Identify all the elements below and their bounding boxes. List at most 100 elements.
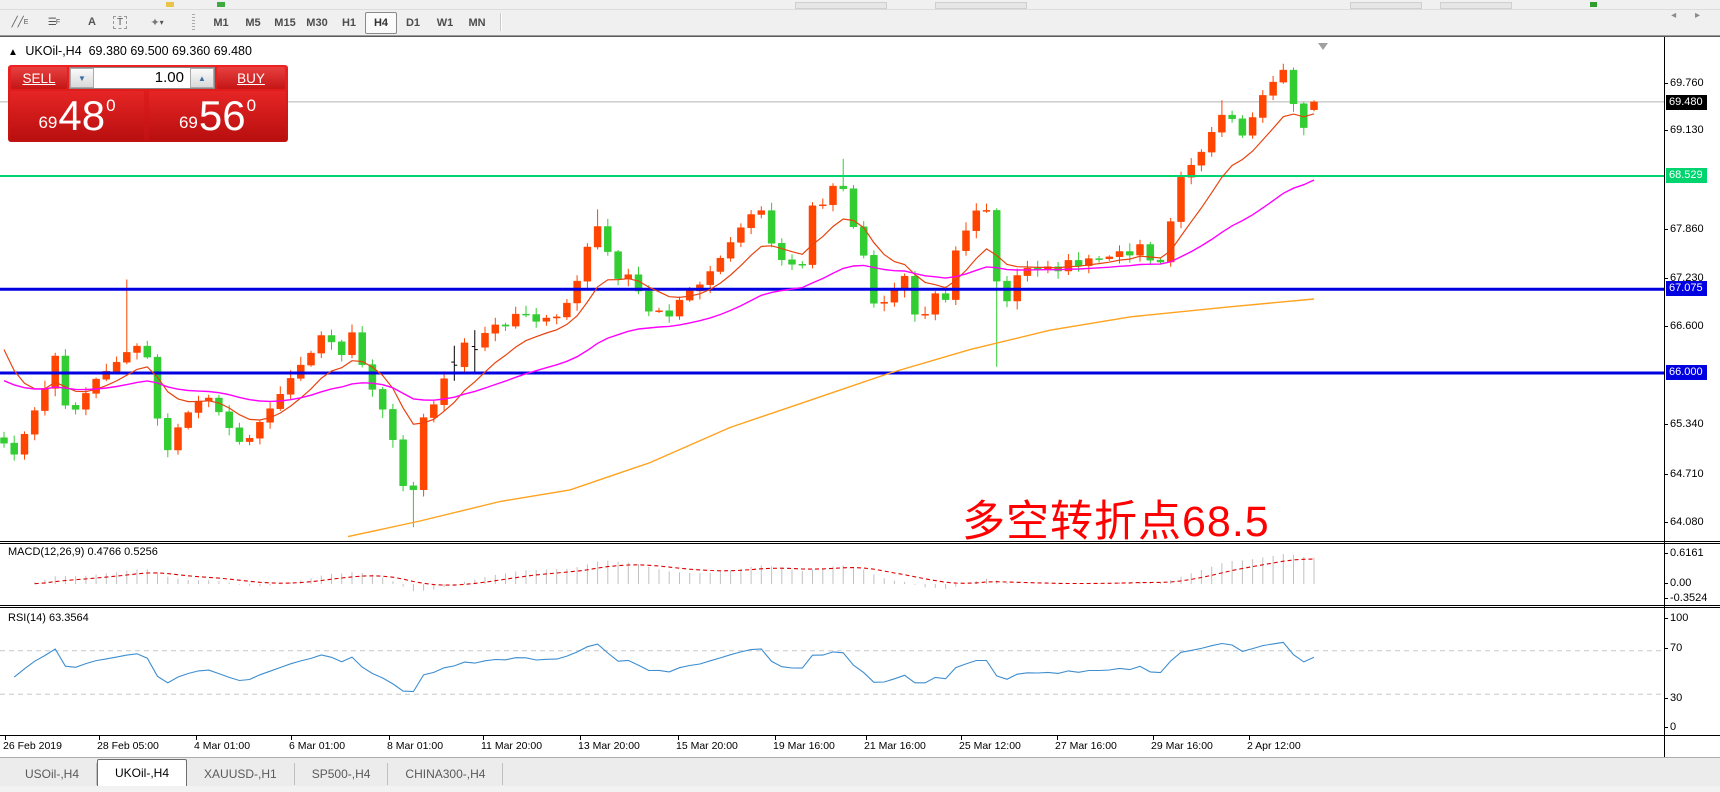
- toolbar-fragment-icon: [166, 2, 174, 7]
- symbol-tab-china300-h4[interactable]: CHINA300-,H4: [388, 763, 504, 785]
- toolbar-grip[interactable]: [192, 14, 195, 30]
- axis-tick: [678, 736, 679, 740]
- price-badge: 66.000: [1666, 365, 1707, 380]
- volume-stepper: ▼ 1.00 ▲: [69, 67, 215, 89]
- autoscroll-marker-icon[interactable]: [1318, 43, 1328, 50]
- axis-tick: [1249, 736, 1250, 740]
- ask-pips: 56: [198, 91, 246, 139]
- equidistant-channel-icon[interactable]: ╱╱ E: [11, 16, 29, 28]
- time-axis-label: 19 Mar 16:00: [773, 740, 835, 752]
- price-badge: 67.075: [1666, 281, 1707, 296]
- timeframe-button-mn[interactable]: MN: [468, 17, 486, 29]
- ask-prefix: 69: [178, 113, 198, 132]
- toolbar-fragment: [935, 2, 1027, 9]
- timeframe-button-w1[interactable]: W1: [436, 17, 454, 29]
- symbol-tab-sp500-h4[interactable]: SP500-,H4: [295, 763, 389, 785]
- text-label-icon[interactable]: T: [108, 12, 132, 32]
- axis-tick: [5, 736, 6, 740]
- price-axis-label: 70: [1670, 642, 1683, 654]
- bid-point: 0: [106, 96, 116, 115]
- panel-separator: [0, 543, 1720, 544]
- price-axis-label: 0.6161: [1670, 547, 1704, 559]
- price-axis-label: 69.130: [1670, 124, 1704, 136]
- volume-increase-button[interactable]: ▲: [190, 68, 214, 88]
- axis-tick: [99, 736, 100, 740]
- bid-price-button[interactable]: 69 48 0: [10, 91, 144, 140]
- axis-tick: [580, 736, 581, 740]
- axis-tick: [1664, 474, 1668, 475]
- toolbar-fragment-icon: [1590, 2, 1597, 7]
- axis-tick: [291, 736, 292, 740]
- price-axis-label: 66.600: [1670, 320, 1704, 332]
- symbol-timeframe: UKOil-,H4: [25, 44, 82, 58]
- price-badge: 68.529: [1666, 168, 1707, 183]
- time-axis-label: 11 Mar 20:00: [481, 740, 543, 752]
- symbol-tab-usoil-h4[interactable]: USOil-,H4: [8, 763, 98, 785]
- timeframe-button-h4[interactable]: H4: [365, 12, 397, 34]
- axis-tick: [196, 736, 197, 740]
- volume-decrease-button[interactable]: ▼: [70, 68, 94, 88]
- axis-tick: [1664, 130, 1668, 131]
- time-axis-label: 29 Mar 16:00: [1151, 740, 1213, 752]
- panel-separator: [0, 607, 1720, 608]
- symbol-tab-xauusd-h1[interactable]: XAUUSD-,H1: [187, 763, 295, 785]
- text-icon[interactable]: A: [88, 16, 96, 28]
- ask-price-button[interactable]: 69 56 0: [149, 91, 286, 140]
- ohlc-values: 69.380 69.500 69.360 69.480: [88, 44, 252, 58]
- macd-indicator-label: MACD(12,26,9) 0.4766 0.5256: [8, 546, 158, 558]
- symbol-tab-ukoil-h4[interactable]: UKOil-,H4: [97, 759, 188, 787]
- tab-scroll-arrows[interactable]: ◂ ▸: [1671, 10, 1708, 21]
- chart-toolbar: ╱╱ E ☰ F A T ✦ ▾ M1 M5 M15 M30 H1 H4 D1 W1 MN: [0, 10, 1720, 36]
- time-axis-label: 28 Feb 05:00: [97, 740, 159, 752]
- axis-tick: [389, 736, 390, 740]
- time-axis-label: 15 Mar 20:00: [676, 740, 738, 752]
- price-axis-label: -0.3524: [1670, 592, 1708, 604]
- axis-tick: [961, 736, 962, 740]
- timeframe-button-m1[interactable]: M1: [213, 17, 229, 29]
- price-axis-label: 65.340: [1670, 418, 1704, 430]
- timeframe-button-m5[interactable]: M5: [245, 17, 261, 29]
- time-axis-label: 2 Apr 12:00: [1247, 740, 1301, 752]
- timeframe-button-h1[interactable]: H1: [341, 17, 357, 29]
- rsi-indicator-label: RSI(14) 63.3564: [8, 612, 89, 624]
- axis-tick: [1664, 648, 1668, 649]
- candlestick-chart-canvas[interactable]: [0, 37, 1664, 792]
- sell-button[interactable]: SELL: [11, 67, 67, 89]
- time-axis-label: 27 Mar 16:00: [1055, 740, 1117, 752]
- time-axis-label: 26 Feb 2019: [3, 740, 62, 752]
- time-axis-label: 4 Mar 01:00: [194, 740, 251, 752]
- time-axis-label: 25 Mar 12:00: [959, 740, 1021, 752]
- timeframe-button-m30[interactable]: M30: [306, 17, 328, 29]
- buy-button[interactable]: BUY: [217, 67, 285, 89]
- axis-tick: [1664, 553, 1668, 554]
- chart-window: ▲ UKOil-,H4 69.380 69.500 69.360 69.480 …: [0, 36, 1720, 758]
- toolbar-fragment: [1350, 2, 1422, 9]
- axis-tick: [1664, 598, 1668, 599]
- axis-tick: [1664, 83, 1668, 84]
- timeframe-button-d1[interactable]: D1: [405, 17, 421, 29]
- axis-tick: [775, 736, 776, 740]
- panel-separator[interactable]: [0, 541, 1720, 542]
- panel-separator: [0, 735, 1720, 736]
- axis-tick: [1664, 424, 1668, 425]
- axis-tick: [1664, 727, 1668, 728]
- toolbar-separator: [500, 13, 502, 31]
- axis-tick: [1664, 229, 1668, 230]
- volume-input[interactable]: 1.00: [154, 69, 184, 86]
- quote-readout: ▲ UKOil-,H4 69.380 69.500 69.360 69.480: [8, 44, 252, 58]
- bottom-strip: [0, 786, 1720, 792]
- axis-tick: [1664, 522, 1668, 523]
- price-axis-label: 0.00: [1670, 577, 1692, 589]
- axis-tick: [1664, 326, 1668, 327]
- one-click-trade-panel: SELL ▼ 1.00 ▲ BUY 69 48 0 69 56 0: [8, 65, 288, 142]
- panel-separator[interactable]: [0, 605, 1720, 606]
- toolbar-fragment: [1440, 2, 1512, 9]
- fibonacci-icon[interactable]: ☰ F: [47, 16, 61, 28]
- price-axis-label: 69.760: [1670, 77, 1704, 89]
- axis-tick: [1664, 583, 1668, 584]
- time-axis-label: 6 Mar 01:00: [289, 740, 346, 752]
- price-axis-label: 64.080: [1670, 516, 1704, 528]
- arrows-icon[interactable]: ✦ ▾: [150, 16, 164, 29]
- timeframe-button-m15[interactable]: M15: [274, 17, 296, 29]
